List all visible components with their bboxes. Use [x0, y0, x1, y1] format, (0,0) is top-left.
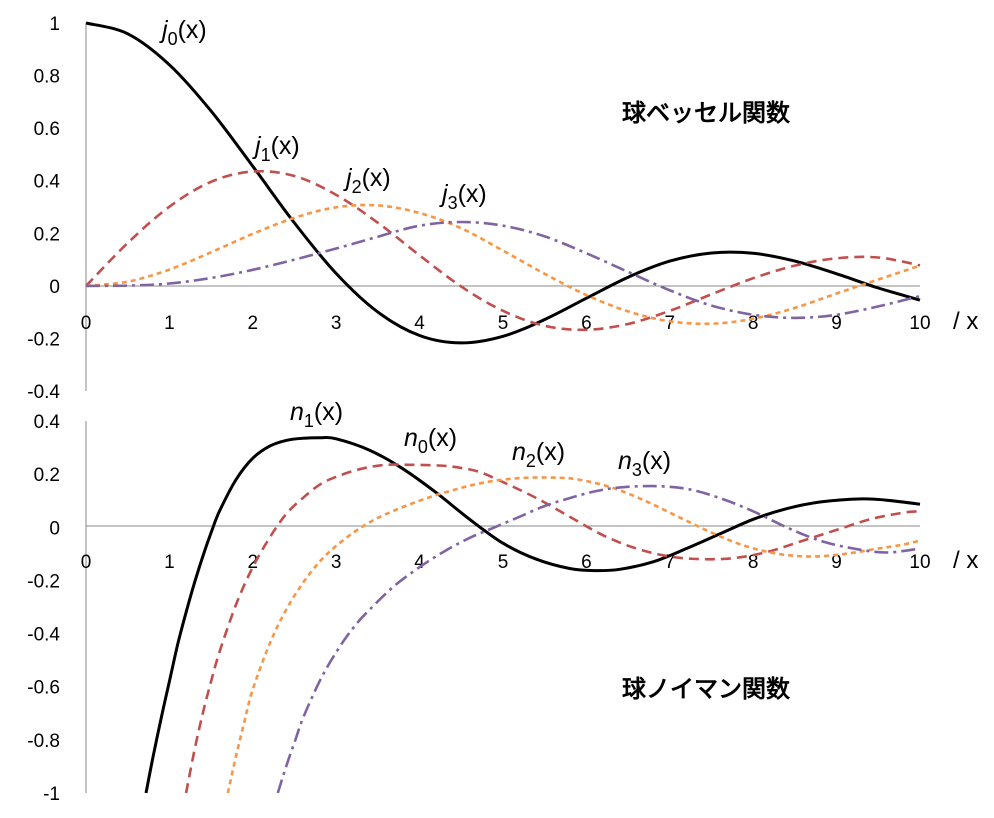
y-tick-label: 0.2 [34, 465, 60, 486]
series-label-j2: j2(x) [343, 164, 391, 197]
y-tick-label: 0.4 [34, 172, 61, 193]
series-lines [144, 436, 921, 793]
x-tick-label: 9 [831, 313, 842, 334]
x-axis-unit: / x [953, 547, 978, 574]
series-label-j1: j1(x) [252, 132, 300, 165]
x-tick-label: 9 [831, 552, 842, 573]
series-line-j0 [85, 21, 921, 345]
y-tick-label: -0.8 [27, 731, 60, 752]
x-tick-label: 7 [665, 313, 676, 334]
y-tick-label: 0 [49, 277, 60, 298]
series-line-n2 [226, 476, 921, 793]
series-labels: n1(x) n0(x) n2(x) n3(x) [290, 398, 671, 480]
series-label-j0: j0(x) [159, 16, 207, 49]
x-tick-label: 5 [498, 552, 509, 573]
x-tick-label: 0 [81, 552, 92, 573]
y-tick-label: 1 [49, 14, 60, 35]
x-tick-label: 2 [248, 552, 259, 573]
x-tick-label: 3 [331, 552, 342, 573]
x-tick-label: 4 [414, 313, 425, 334]
series-line-n1 [144, 436, 921, 793]
neumann-chart: 球ノイマン関数 / x 0 1 2 3 4 5 6 7 8 9 10 0.4 0.2 0 -0.2 -0.4… [27, 398, 978, 805]
x-tick-label: 10 [909, 552, 930, 573]
y-tick-labels: 1 0.8 0.6 0.4 0.2 0 -0.2 -0.4 [27, 14, 60, 403]
x-axis-unit: / x [953, 308, 978, 335]
series-labels: j0(x) j1(x) j2(x) j3(x) [159, 16, 487, 213]
x-tick-label: 1 [164, 552, 175, 573]
series-label-n1: n1(x) [290, 398, 343, 431]
x-tick-label: 0 [81, 313, 92, 334]
x-tick-label: 6 [581, 313, 592, 334]
x-tick-label: 1 [164, 313, 175, 334]
series-line-n0 [184, 463, 921, 793]
series-line-n3 [276, 484, 921, 793]
series-label-n0: n0(x) [404, 424, 457, 457]
x-tick-label: 2 [248, 313, 259, 334]
y-tick-label: -0.6 [27, 678, 60, 699]
x-tick-labels: 0 1 2 3 4 5 6 7 8 9 10 [81, 313, 931, 334]
series-label-j3: j3(x) [439, 180, 487, 213]
bessel-chart: 球ベッセル関数 / x 0 1 2 3 4 5 6 7 8 9 10 10.80.60.40.20-… [27, 14, 978, 403]
x-tick-label: 8 [748, 552, 759, 573]
x-tick-labels: 0 1 2 3 4 5 6 7 8 9 10 [81, 552, 931, 573]
x-tick-label: 10 [909, 313, 930, 334]
series-label-n2: n2(x) [512, 438, 565, 471]
x-tick-label: 7 [665, 552, 676, 573]
series-line-j1 [85, 169, 921, 332]
x-tick-label: 8 [748, 313, 759, 334]
y-tick-label: 0 [49, 518, 60, 539]
y-tick-label: -0.2 [27, 571, 60, 592]
chart-title: 球ノイマン関数 [622, 675, 791, 703]
y-tick-label: -1 [43, 784, 60, 805]
series-label-n3: n3(x) [618, 447, 671, 480]
y-tick-label: 0.8 [34, 67, 60, 88]
chart-title: 球ベッセル関数 [622, 99, 791, 127]
x-tick-label: 4 [414, 552, 425, 573]
x-tick-label: 6 [581, 552, 592, 573]
y-tick-label: 0.2 [34, 224, 60, 245]
y-tick-label: 0.6 [34, 119, 60, 140]
y-tick-label: -0.4 [27, 625, 60, 646]
y-tick-label: 0.4 [34, 412, 61, 433]
y-tick-label: -0.4 [27, 382, 60, 403]
y-tick-labels: 0.4 0.2 0 -0.2 -0.4 -0.6 -0.8 -1 [27, 412, 60, 805]
y-tick-label: -0.2 [27, 329, 60, 350]
x-tick-label: 3 [331, 313, 342, 334]
series-lines [85, 21, 921, 345]
series-line-j3 [85, 220, 921, 320]
x-tick-label: 5 [498, 313, 509, 334]
